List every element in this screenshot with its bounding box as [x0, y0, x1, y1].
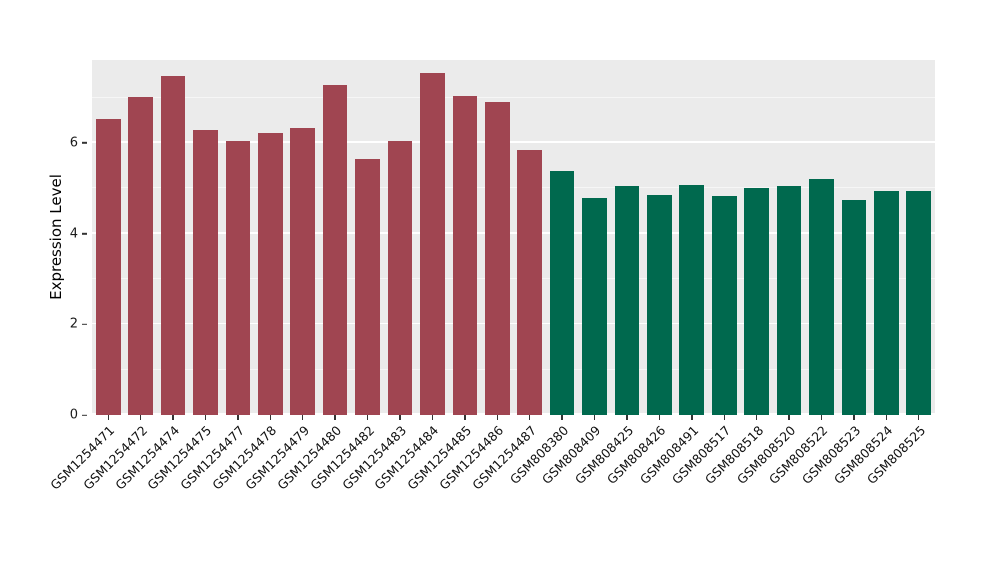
x-tick-mark [658, 415, 661, 420]
bar-GSM1254482 [355, 158, 380, 415]
bar-GSM808525 [906, 191, 932, 415]
x-tick-mark [431, 415, 434, 420]
bar-slot [740, 60, 772, 415]
bar-GSM808524 [874, 190, 899, 415]
bar-slot [611, 60, 643, 415]
bar-GSM808523 [841, 200, 867, 415]
x-axis: GSM1254471 GSM1254472 GSM1254474 GSM1254475… [47, 415, 935, 565]
x-tick-mark [820, 415, 823, 420]
bar-slot [838, 60, 870, 415]
bar-slot [124, 60, 156, 415]
bar-slot [449, 60, 481, 415]
x-tick-mark [172, 415, 174, 420]
bar-GSM1254479 [290, 128, 316, 415]
bar-slot [773, 60, 805, 415]
bar-GSM1254483 [387, 140, 413, 415]
bar-slot [287, 60, 319, 415]
x-tick-mark [139, 415, 142, 420]
y-tick-label: 6 [69, 135, 78, 151]
bar-slot [416, 60, 448, 415]
bar-GSM808380 [549, 171, 575, 415]
y-axis: 0 2 4 6 [0, 60, 92, 421]
gridline-major [92, 413, 935, 415]
x-tick-mark [366, 415, 369, 420]
bar-slot [513, 60, 545, 415]
bar-GSM1254484 [420, 72, 445, 415]
bar-slot [222, 60, 254, 415]
x-tick-mark [885, 415, 888, 420]
bar-GSM1254475 [193, 130, 218, 415]
bar-GSM1254477 [225, 140, 251, 415]
x-tick-mark [918, 415, 920, 420]
gridline-minor [92, 187, 935, 189]
x-tick-mark [496, 415, 498, 420]
x-tick-mark [788, 415, 790, 420]
x-tick-mark [107, 415, 109, 420]
bar-GSM808409 [582, 198, 607, 415]
bar-slot [319, 60, 351, 415]
bar-slot [481, 60, 513, 415]
x-tick-mark [269, 415, 272, 420]
x-tick-mark [626, 415, 628, 420]
gridline-minor [92, 278, 935, 279]
bar-GSM1254471 [95, 118, 121, 415]
bar-slot [643, 60, 675, 415]
bar-slot [254, 60, 286, 415]
bar-slot [708, 60, 740, 415]
bar-slot [157, 60, 189, 415]
bar-GSM808517 [711, 196, 737, 415]
bar-slot [546, 60, 578, 415]
bar-GSM808426 [647, 195, 672, 415]
bar-GSM808520 [776, 186, 802, 415]
bar-slot [189, 60, 221, 415]
bar-slot [92, 60, 124, 415]
x-tick-mark [302, 415, 304, 420]
x-tick-mark [723, 415, 725, 420]
bars [92, 60, 935, 415]
bar-GSM808425 [614, 186, 640, 415]
bar-slot [578, 60, 610, 415]
x-tick-mark [529, 415, 531, 420]
x-tick-mark [399, 415, 401, 420]
bar-GSM1254485 [452, 96, 478, 415]
bar-slot [351, 60, 383, 415]
x-tick-mark [593, 415, 596, 420]
bar-GSM1254472 [128, 96, 153, 415]
bar-slot [870, 60, 902, 415]
x-tick-mark [691, 415, 693, 420]
bar-GSM1254487 [517, 149, 543, 415]
y-tick-label: 2 [69, 316, 78, 332]
gridline-minor [92, 368, 935, 370]
bar-slot [676, 60, 708, 415]
bar-GSM1254478 [258, 133, 283, 415]
x-tick-mark [464, 415, 466, 420]
gridline-major [92, 141, 935, 143]
x-tick-mark [237, 415, 239, 420]
bar-GSM1254474 [160, 75, 186, 415]
bar-slot [903, 60, 935, 415]
bar-slot [384, 60, 416, 415]
bar-slot [805, 60, 837, 415]
gridline-major [92, 232, 935, 234]
bar-GSM1254486 [484, 102, 510, 415]
bar-GSM808491 [679, 185, 705, 415]
plot-area [92, 60, 935, 415]
x-tick-mark [853, 415, 855, 420]
x-tick-mark [334, 415, 336, 420]
bar-GSM1254480 [322, 84, 348, 415]
x-tick-mark [755, 415, 758, 420]
gridline-major [92, 322, 935, 325]
x-tick-mark [204, 415, 207, 420]
x-tick-mark [561, 415, 563, 420]
bar-GSM808518 [744, 188, 769, 415]
y-tick-label: 0 [69, 407, 78, 423]
bar-GSM808522 [809, 179, 834, 415]
gridline-minor [92, 96, 935, 98]
y-tick-label: 4 [69, 226, 78, 242]
